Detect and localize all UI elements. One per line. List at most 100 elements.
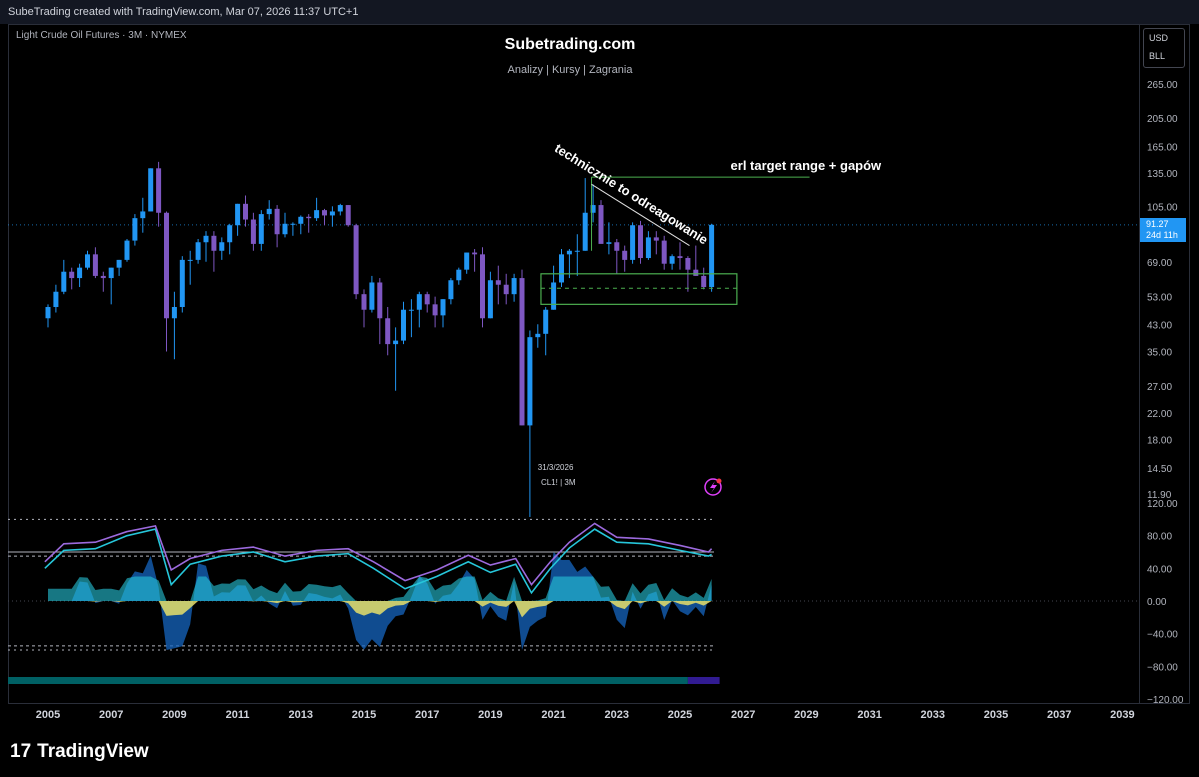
price-axis-tick: 43.00	[1147, 320, 1172, 331]
candle-body	[258, 214, 264, 244]
time-axis-tick: 2009	[162, 709, 186, 721]
candle-body	[472, 252, 478, 255]
candle-body	[677, 256, 683, 259]
bar-countdown: 24d 11h	[1146, 230, 1178, 240]
price-axis-tick: 27.00	[1147, 382, 1172, 393]
candle-body	[527, 337, 533, 426]
candle-body	[416, 294, 422, 310]
time-axis-tick: 2029	[794, 709, 818, 721]
trend-status-bar-recent	[687, 677, 720, 684]
candle-body	[535, 333, 541, 338]
candle-body	[645, 237, 651, 259]
candle-body	[53, 291, 59, 308]
currency-code: USD	[1149, 33, 1169, 43]
candle-body	[322, 210, 327, 216]
candle-body	[543, 309, 549, 334]
time-axis-tick: 2011	[226, 709, 250, 721]
candle-body	[235, 203, 241, 226]
lightning-bolt-icon	[710, 481, 717, 493]
time-axis-tick: 2023	[605, 709, 629, 721]
candle-body	[503, 284, 509, 295]
candle-body	[495, 280, 501, 285]
tradingview-logo-mark: 17	[10, 741, 32, 762]
oscillator-yellow-area	[48, 601, 712, 618]
alert-lightning-icon	[704, 478, 722, 496]
candle-body	[638, 225, 643, 259]
time-axis-tick: 2021	[541, 709, 565, 721]
price-axis-tick: 11.90	[1147, 490, 1172, 501]
symbol-description: Light Crude Oil Futures · 3M · NYMEX	[16, 30, 187, 41]
candle-body	[148, 168, 154, 212]
currency-unit-button[interactable]: USD BLL	[1143, 28, 1185, 68]
trend-status-bar	[8, 677, 688, 684]
target-annotation: erl target range + gapów	[731, 158, 883, 173]
time-axis-tick: 2005	[36, 709, 60, 721]
candle-body	[337, 205, 343, 212]
candle-body	[314, 210, 320, 219]
tradingview-logo[interactable]: 17 TradingView	[10, 741, 149, 763]
price-axis-tick: 165.00	[1147, 143, 1178, 154]
time-axis-tick: 2035	[984, 709, 1008, 721]
candle-body	[590, 205, 596, 213]
price-axis-tick: 35.00	[1147, 347, 1172, 358]
time-axis-tick: 2033	[921, 709, 945, 721]
price-axis-tick: 265.00	[1147, 80, 1178, 91]
candle-body	[298, 216, 304, 224]
watermark-tagline: Analizy | Kursy | Zagrania	[507, 64, 633, 76]
candle-body	[424, 294, 430, 305]
time-axis-tick: 2015	[352, 709, 376, 721]
last-price-value: 91.27	[1146, 219, 1169, 229]
price-axis-tick: 22.00	[1147, 409, 1172, 420]
candle-body	[282, 223, 288, 235]
candle-body	[274, 208, 280, 235]
candle-body	[559, 254, 564, 283]
candle-body	[566, 250, 572, 255]
candle-body	[693, 269, 699, 276]
candle-body	[614, 242, 620, 251]
candle-body	[140, 211, 146, 219]
candle-body	[164, 212, 169, 319]
time-axis-tick: 2027	[731, 709, 755, 721]
notification-dot	[716, 478, 722, 484]
chart-attribution: SubeTrading created with TradingView.com…	[0, 0, 1199, 24]
chart-frame[interactable]	[8, 24, 1190, 704]
candle-body	[432, 304, 438, 316]
price-axis-tick: 105.00	[1147, 202, 1178, 213]
candle-body	[448, 280, 454, 300]
oscillator-line-1	[44, 528, 712, 595]
candle-body	[606, 242, 612, 244]
candle-body	[306, 216, 312, 219]
candle-body	[582, 212, 588, 251]
candle-body	[377, 282, 383, 319]
candle-body	[92, 254, 98, 276]
candle-body	[385, 318, 391, 345]
candle-body	[108, 267, 114, 279]
candle-body	[77, 267, 83, 279]
time-axis-tick: 2025	[668, 709, 692, 721]
candle-body	[622, 250, 628, 260]
candle-body	[480, 254, 485, 319]
candle-body	[511, 278, 517, 295]
candle-body	[369, 282, 375, 310]
candle-body	[574, 250, 580, 252]
candle-body	[211, 235, 217, 251]
price-axis-tick: 205.00	[1147, 114, 1178, 125]
candle-body	[345, 205, 351, 226]
watermark-brand: Subetrading.com	[504, 36, 636, 53]
candle-body	[243, 203, 248, 220]
candle-body	[179, 259, 185, 308]
time-axis-tick: 2017	[415, 709, 439, 721]
candle-body	[171, 307, 177, 319]
oscillator-axis-tick: −40.00	[1147, 630, 1178, 641]
oscillator-cyan-area	[48, 576, 712, 601]
candle-body	[203, 235, 209, 243]
candle-body	[519, 278, 525, 426]
candle-body	[361, 294, 367, 310]
candle-body	[219, 242, 225, 251]
candle-body	[250, 219, 256, 244]
candle-body	[401, 309, 406, 341]
candle-body	[630, 225, 636, 260]
candle-body	[393, 340, 399, 345]
oscillator-axis-tick: 0.00	[1147, 597, 1167, 608]
